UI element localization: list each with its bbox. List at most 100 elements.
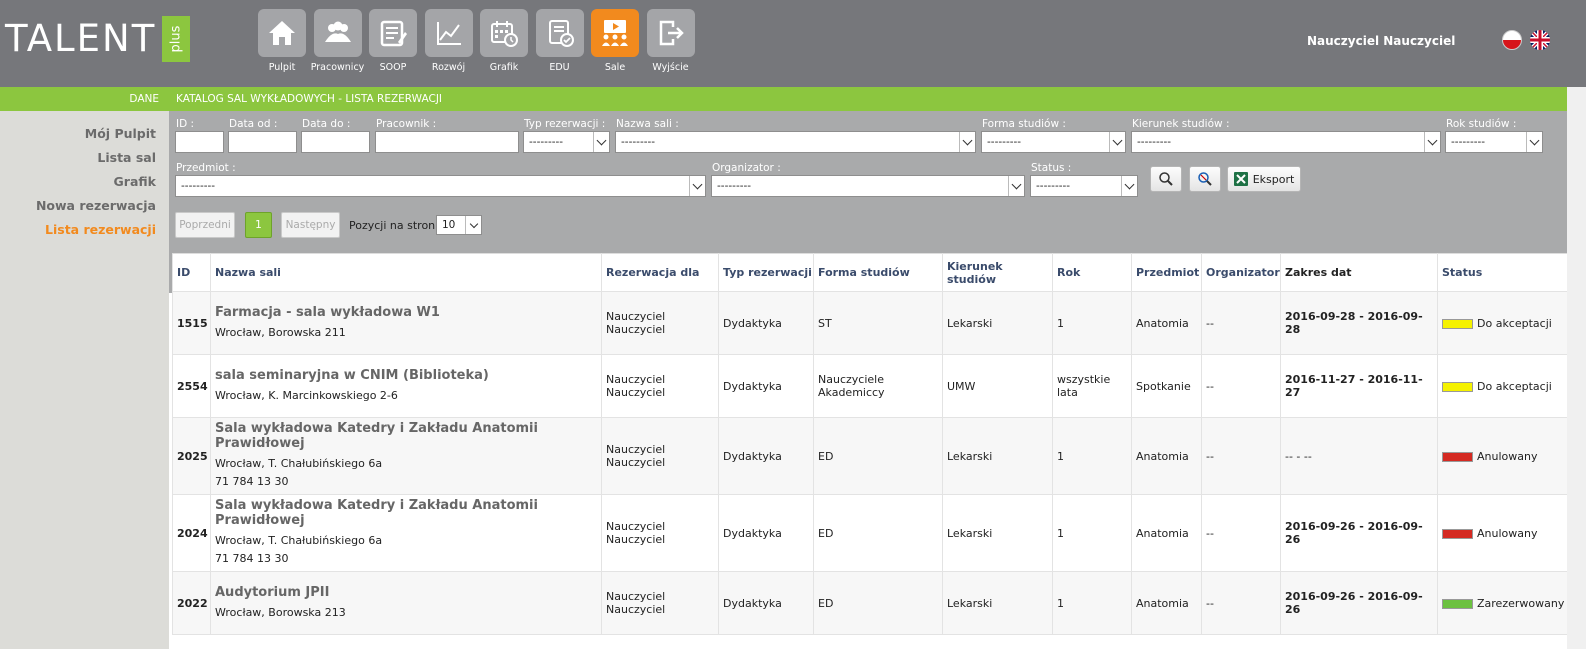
col-header-field[interactable]: Kierunek studiów: [942, 253, 1053, 292]
row-id: 2024: [172, 494, 211, 572]
nav-grafik[interactable]: Grafik: [480, 9, 528, 73]
reserved-for: Nauczyciel Nauczyciel: [601, 571, 719, 635]
sidebar-item-nowa-rezerwacja[interactable]: Nowa rezerwacja: [35, 198, 156, 213]
form-icon[interactable]: [369, 9, 417, 57]
presentation-icon[interactable]: [591, 9, 639, 57]
status-cell: Do akceptacji: [1437, 291, 1568, 355]
col-header-subject[interactable]: Przedmiot: [1131, 253, 1202, 292]
date-from-label: Data od :: [229, 118, 278, 130]
subject-label: Przedmiot :: [176, 162, 236, 174]
polish-flag-icon[interactable]: [1502, 30, 1522, 50]
room-cell: sala seminaryjna w CNIM (Biblioteka) Wro…: [210, 354, 602, 418]
subject-value: ---------: [181, 180, 216, 192]
status-select[interactable]: ---------: [1030, 175, 1138, 197]
nav-wyjscie[interactable]: Wyjście: [646, 9, 695, 73]
per-page-select[interactable]: 10: [436, 215, 482, 235]
subject-select[interactable]: ---------: [175, 175, 706, 197]
col-header-year[interactable]: Rok: [1052, 253, 1132, 292]
reserved-for: Nauczyciel Nauczyciel: [601, 354, 719, 418]
col-header-id[interactable]: ID: [172, 253, 211, 292]
sidebar-item-lista-sal[interactable]: Lista sal: [97, 150, 156, 165]
home-icon[interactable]: [258, 9, 306, 57]
col-header-organizer[interactable]: Organizator: [1201, 253, 1281, 292]
table-row[interactable]: 2025 Sala wykładowa Katedry i Zakładu An…: [172, 417, 1568, 495]
nav-label: Pulpit: [268, 62, 296, 73]
room-address: Wrocław, T. Chałubińskiego 6a: [215, 457, 383, 470]
date-range: 2016-09-26 - 2016-09-26: [1280, 494, 1438, 572]
uk-flag-icon[interactable]: [1530, 30, 1550, 50]
nav-sale[interactable]: Sale: [591, 9, 639, 73]
chevron-down-icon: [689, 176, 705, 196]
status-cell: Zarezerwowany: [1437, 571, 1568, 635]
nav-soop[interactable]: SOOP: [369, 9, 417, 73]
chevron-down-icon: [1008, 176, 1024, 196]
subject: Spotkanie: [1131, 354, 1202, 418]
year-select[interactable]: ---------: [1445, 131, 1543, 153]
user-name[interactable]: Nauczyciel Nauczyciel: [1307, 34, 1456, 48]
exit-icon[interactable]: [646, 9, 695, 57]
date-to-label: Data do :: [302, 118, 351, 130]
page-1-button[interactable]: 1: [245, 212, 272, 238]
export-button[interactable]: Eksport: [1227, 166, 1301, 192]
room-address: Wrocław, K. Marcinkowskiego 2-6: [215, 388, 398, 402]
sidebar-item-lista-rezerwacji[interactable]: Lista rezerwacji: [45, 222, 156, 237]
year-label: Rok studiów :: [1446, 118, 1517, 130]
subject: Anatomia: [1131, 417, 1202, 495]
sidebar-item-grafik[interactable]: Grafik: [113, 174, 156, 189]
row-id: 2022: [172, 571, 211, 635]
room-address: Wrocław, T. Chałubińskiego 6a: [215, 534, 383, 547]
room-name-link[interactable]: Sala wykładowa Katedry i Zakładu Anatomi…: [215, 498, 538, 528]
table-row[interactable]: 2554 sala seminaryjna w CNIM (Biblioteka…: [172, 354, 1568, 418]
date-to-input[interactable]: [301, 131, 370, 153]
talent-plus-logo[interactable]: TALENT plus: [5, 16, 191, 62]
id-label: ID :: [176, 118, 195, 130]
sidebar-menu: Mój Pulpit Lista sal Grafik Nowa rezerwa…: [0, 125, 169, 245]
nav-pracownicy[interactable]: Pracownicy: [311, 9, 364, 73]
sidebar-item-moj-pulpit[interactable]: Mój Pulpit: [84, 126, 156, 141]
main-nav: Pulpit Pracownicy SOOP Rozwój Grafik: [258, 9, 702, 73]
organizer-select[interactable]: ---------: [711, 175, 1025, 197]
res-type-select[interactable]: ---------: [523, 131, 610, 153]
study-form-select[interactable]: ---------: [981, 131, 1126, 153]
date-from-input[interactable]: [228, 131, 297, 153]
next-page-button[interactable]: Następny: [281, 212, 340, 238]
col-header-study-form[interactable]: Forma studiów: [813, 253, 943, 292]
col-header-status[interactable]: Status: [1437, 253, 1568, 292]
calendar-icon[interactable]: [480, 9, 528, 57]
clear-search-button[interactable]: [1189, 166, 1221, 192]
study-form: Nauczyciele Akademiccy: [813, 354, 943, 418]
chevron-down-icon: [593, 132, 609, 152]
vertical-scrollbar[interactable]: [1567, 87, 1586, 649]
date-range: -- - --: [1280, 417, 1438, 495]
room-name-link[interactable]: Audytorium JPII: [215, 584, 330, 600]
year: wszystkie lata: [1052, 354, 1132, 418]
employee-input[interactable]: [375, 131, 519, 153]
document-check-icon[interactable]: [535, 9, 584, 57]
search-button[interactable]: [1150, 166, 1182, 192]
field-label: Kierunek studiów :: [1132, 118, 1230, 130]
field: Lekarski: [942, 571, 1053, 635]
chart-icon[interactable]: [424, 9, 473, 57]
col-header-type[interactable]: Typ rezerwacji: [718, 253, 814, 292]
room-name-select[interactable]: ---------: [615, 131, 976, 153]
row-id: 1515: [172, 291, 211, 355]
status-color-indicator: [1442, 598, 1473, 609]
field: Lekarski: [942, 291, 1053, 355]
table-row[interactable]: 1515 Farmacja - sala wykładowa W1 Wrocła…: [172, 291, 1568, 355]
id-input[interactable]: [175, 131, 224, 153]
nav-rozwoj[interactable]: Rozwój: [424, 9, 473, 73]
room-name-link[interactable]: Sala wykładowa Katedry i Zakładu Anatomi…: [215, 421, 538, 451]
field-select[interactable]: ---------: [1131, 131, 1441, 153]
prev-page-button[interactable]: Poprzedni: [175, 212, 235, 238]
table-row[interactable]: 2022 Audytorium JPII Wrocław, Borowska 2…: [172, 571, 1568, 635]
nav-edu[interactable]: EDU: [535, 9, 584, 73]
room-name-link[interactable]: Farmacja - sala wykładowa W1: [215, 304, 440, 320]
year: 1: [1052, 291, 1132, 355]
nav-pulpit[interactable]: Pulpit: [258, 9, 306, 73]
col-header-reserved-for[interactable]: Rezerwacja dla: [601, 253, 719, 292]
col-header-room[interactable]: Nazwa sali: [210, 253, 602, 292]
nav-label: Pracownicy: [310, 62, 365, 73]
table-row[interactable]: 2024 Sala wykładowa Katedry i Zakładu An…: [172, 494, 1568, 572]
room-name-link[interactable]: sala seminaryjna w CNIM (Biblioteka): [215, 367, 489, 383]
people-icon[interactable]: [313, 9, 362, 57]
